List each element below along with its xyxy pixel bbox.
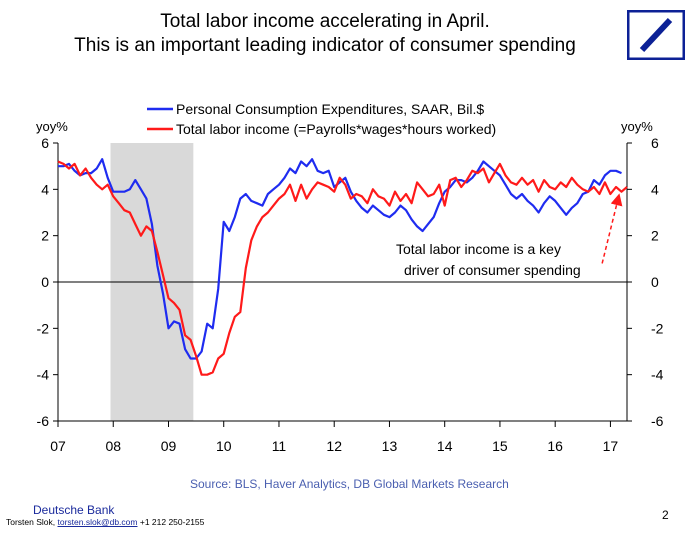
y-axis-left-label: yoy% — [36, 119, 68, 134]
annotation-line-1: Total labor income is a key — [396, 241, 561, 257]
y-tick-label-left: -6 — [37, 413, 50, 429]
y-tick-label-left: 4 — [41, 181, 49, 197]
y-tick-label-right: 4 — [651, 181, 659, 197]
y-tick-label-right: -2 — [651, 320, 664, 336]
annotation-arrow — [601, 193, 623, 264]
source-text: Source: BLS, Haver Analytics, DB Global … — [190, 477, 509, 491]
y-tick-label-right: -4 — [651, 367, 664, 383]
x-tick-label: 16 — [547, 438, 563, 454]
x-tick-label: 17 — [603, 438, 619, 454]
legend-label-pce: Personal Consumption Expenditures, SAAR,… — [176, 101, 484, 117]
deutsche-bank-logo — [627, 10, 685, 60]
x-tick-label: 14 — [437, 438, 453, 454]
x-tick-label: 09 — [161, 438, 177, 454]
x-tick-label: 07 — [50, 438, 66, 454]
y-tick-label-left: 0 — [41, 274, 49, 290]
legend: Personal Consumption Expenditures, SAAR,… — [147, 101, 496, 137]
title-line-2: This is an important leading indicator o… — [74, 35, 576, 56]
x-tick-label: 12 — [326, 438, 342, 454]
y-tick-label-right: 0 — [651, 274, 659, 290]
x-tick-label: 11 — [272, 438, 287, 454]
legend-label-labor-income: Total labor income (=Payrolls*wages*hour… — [176, 121, 496, 137]
y-tick-label-left: -2 — [37, 320, 50, 336]
x-tick-label: 10 — [216, 438, 232, 454]
title-line-1: Total labor income accelerating in April… — [160, 11, 490, 32]
x-tick-label: 08 — [105, 438, 121, 454]
x-tick-label: 15 — [492, 438, 508, 454]
annotation-line-2: driver of consumer spending — [404, 262, 581, 278]
author-email-link[interactable]: torsten.slok@db.com — [57, 517, 138, 527]
company-name: Deutsche Bank — [33, 503, 115, 517]
y-axis-right-label: yoy% — [621, 119, 653, 134]
series-line-pce — [58, 158, 622, 360]
plot-area: 6 64 42 20 0-2 -2-4 -4-6 -607 08 09 10 11 12 13 14 15 16… — [37, 135, 664, 454]
author-phone: +1 212 250-2155 — [139, 517, 205, 527]
y-tick-label-left: -4 — [37, 367, 50, 383]
slide-title: Total labor income accelerating in April… — [20, 10, 630, 58]
y-tick-label-left: 2 — [41, 228, 49, 244]
author-line: Torsten Slok, torsten.slok@db.com +1 212… — [6, 517, 204, 527]
x-tick-label: 13 — [382, 438, 398, 454]
y-tick-label-left: 6 — [41, 135, 49, 151]
y-tick-label-right: -6 — [651, 413, 664, 429]
author-name: Torsten Slok, — [6, 517, 56, 527]
y-tick-label-right: 2 — [651, 228, 659, 244]
series-line-labor-income — [57, 160, 628, 376]
chart: 6 64 42 20 0-2 -2-4 -4-6 -607 08 09 10 11 12 13 14 15 16… — [36, 101, 664, 454]
y-tick-label-right: 6 — [651, 135, 659, 151]
page-number: 2 — [662, 508, 669, 522]
